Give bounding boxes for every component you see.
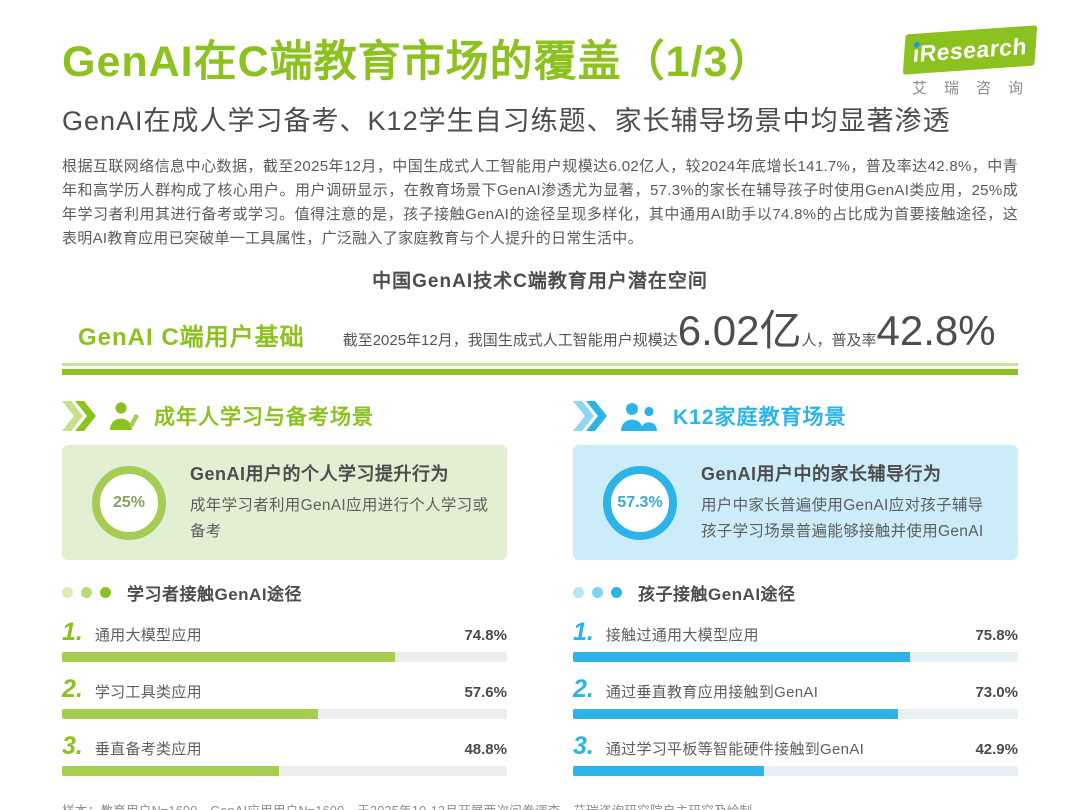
bar-row: 1. 接触过通用大模型应用 75.8% xyxy=(573,618,1018,663)
bar-track xyxy=(62,766,507,777)
bar-fill xyxy=(62,766,280,777)
section-chart-title: 中国GenAI技术C端教育用户潜在空间 xyxy=(372,271,708,293)
bullet-dot-icon xyxy=(81,587,92,599)
bar-row: 2. 通过垂直教育应用接触到GenAI 73.0% xyxy=(573,675,1018,720)
adult-panel-header: 成年人学习与备考场景 xyxy=(62,393,507,439)
rank-number: 2. xyxy=(573,675,594,704)
k12-stat-text: GenAI用户中的家长辅导行为 用户中家长普遍使用GenAI应对孩子辅导 孩子学… xyxy=(701,460,983,545)
double-chevron-icon xyxy=(573,401,607,432)
bar-fill xyxy=(573,709,898,720)
adult-percent-value: 25% xyxy=(112,493,146,511)
bar-label: 接触过通用大模型应用 xyxy=(605,627,759,645)
user-base-suffix: 人，普及率 xyxy=(801,332,877,350)
logo-brand-text: Research xyxy=(918,32,1029,67)
user-base-label: GenAI C端用户基础 xyxy=(78,324,305,352)
adult-learning-panel: 成年人学习与备考场景 25% GenAI用户的个人学习提升行为 成年学习者利用G… xyxy=(62,393,507,777)
iresearch-logo-mark: i Research xyxy=(902,25,1038,75)
adult-stat-text: GenAI用户的个人学习提升行为 成年学习者利用GenAI应用进行个人学习或备考 xyxy=(190,460,489,545)
bar-label: 学习工具类应用 xyxy=(94,684,202,702)
adult-stat-box: 25% GenAI用户的个人学习提升行为 成年学习者利用GenAI应用进行个人学… xyxy=(62,445,507,561)
adult-stat-desc: 成年学习者利用GenAI应用进行个人学习或备考 xyxy=(190,493,489,545)
rank-number: 2. xyxy=(62,675,83,704)
adult-stat-desc-line1: 成年学习者利用GenAI应用进行个人学习或备考 xyxy=(190,497,489,541)
bar-row: 3. 通过学习平板等智能硬件接触到GenAI 42.9% xyxy=(573,732,1018,777)
adult-list-header: 学习者接触GenAI途径 xyxy=(62,580,507,605)
bullet-dot-icon xyxy=(62,587,73,599)
rank-number: 1. xyxy=(62,618,83,647)
k12-stat-box: 57.3% GenAI用户中的家长辅导行为 用户中家长普遍使用GenAI应对孩子… xyxy=(573,445,1018,561)
adult-learner-icon xyxy=(110,402,139,431)
k12-family-panel: K12家庭教育场景 57.3% GenAI用户中的家长辅导行为 用户中家长普遍使… xyxy=(573,393,1018,777)
bar-value: 48.8% xyxy=(464,741,507,759)
rank-number: 3. xyxy=(62,732,83,761)
logo-chinese-name: 艾瑞咨询 xyxy=(911,80,1040,97)
k12-panel-header: K12家庭教育场景 xyxy=(573,393,1018,439)
adult-percent-circle: 25% xyxy=(92,465,166,540)
adult-list-title: 学习者接触GenAI途径 xyxy=(127,585,303,605)
bar-fill xyxy=(573,766,764,777)
bullet-dot-icon xyxy=(573,587,584,599)
bar-label: 通用大模型应用 xyxy=(94,627,202,645)
k12-panel-title: K12家庭教育场景 xyxy=(673,406,847,430)
bar-row: 2. 学习工具类应用 57.6% xyxy=(62,675,507,720)
bar-label: 垂直备考类应用 xyxy=(94,741,202,759)
rank-number: 3. xyxy=(573,732,594,761)
green-rule-thick xyxy=(62,369,1018,376)
page-subtitle: GenAI在成人学习备考、K12学生自习练题、家长辅导场景中均显著渗透 xyxy=(62,106,951,137)
k12-stat-title: GenAI用户中的家长辅导行为 xyxy=(701,464,942,485)
k12-stat-desc-line1: 用户中家长普遍使用GenAI应对孩子辅导 xyxy=(701,497,984,515)
bar-track xyxy=(573,766,1018,777)
bullet-dot-icon xyxy=(592,587,603,599)
bar-value: 74.8% xyxy=(464,627,507,645)
bar-value: 57.6% xyxy=(464,684,507,702)
bar-row: 1. 通用大模型应用 74.8% xyxy=(62,618,507,663)
k12-percent-value: 57.3% xyxy=(617,493,663,511)
bar-track xyxy=(62,709,507,720)
bar-value: 73.0% xyxy=(975,684,1018,702)
adult-panel-title: 成年人学习与备考场景 xyxy=(154,406,374,430)
bar-label: 通过垂直教育应用接触到GenAI xyxy=(605,684,819,702)
bar-fill xyxy=(62,709,319,720)
user-base-prefix: 截至2025年12月，我国生成式人工智能用户规模达 xyxy=(342,332,678,350)
iresearch-logo: i Research 艾瑞咨询 xyxy=(902,25,1040,98)
double-chevron-icon xyxy=(62,401,96,432)
bar-label: 通过学习平板等智能硬件接触到GenAI xyxy=(605,741,865,759)
bullet-dot-icon xyxy=(611,587,622,599)
k12-list-header: 孩子接触GenAI途径 xyxy=(573,580,1018,605)
k12-list-title: 孩子接触GenAI途径 xyxy=(638,585,796,605)
adult-stat-title: GenAI用户的个人学习提升行为 xyxy=(190,464,450,485)
bar-row: 3. 垂直备考类应用 48.8% xyxy=(62,732,507,777)
page-title: GenAI在C端教育市场的覆盖（1/3） xyxy=(62,38,773,86)
bar-track xyxy=(573,652,1018,663)
intro-paragraph: 根据互联网络信息中心数据，截至2025年12月，中国生成式人工智能用户规模达6.… xyxy=(62,158,1018,248)
user-count-value: 6.02亿 xyxy=(677,307,802,355)
bar-fill xyxy=(62,652,395,663)
k12-stat-desc-line2: 孩子学习场景普遍能够接触并使用GenAI xyxy=(701,523,984,541)
scenario-panels: 成年人学习与备考场景 25% GenAI用户的个人学习提升行为 成年学习者利用G… xyxy=(62,393,1018,777)
k12-percent-circle: 57.3% xyxy=(603,465,677,540)
user-base-sentence: 截至2025年12月，我国生成式人工智能用户规模达6.02亿人，普及率42.8% xyxy=(343,297,996,358)
green-rule-thin xyxy=(62,363,1018,367)
bullet-dot-icon xyxy=(100,587,111,599)
k12-stat-desc: 用户中家长普遍使用GenAI应对孩子辅导 孩子学习场景普遍能够接触并使用GenA… xyxy=(701,493,983,545)
user-base-row: GenAI C端用户基础 截至2025年12月，我国生成式人工智能用户规模达6.… xyxy=(62,297,1018,358)
bar-track xyxy=(573,709,1018,720)
bar-value: 42.9% xyxy=(975,741,1018,759)
bar-track xyxy=(62,652,507,663)
bar-value: 75.8% xyxy=(975,627,1018,645)
family-icon xyxy=(621,403,657,432)
penetration-rate-value: 42.8% xyxy=(876,307,996,355)
sample-note: 样本：教育用户N=1600，GenAI应用用户N=1600，于2025年10-1… xyxy=(62,800,1018,810)
rank-number: 1. xyxy=(573,618,594,647)
bar-fill xyxy=(573,652,911,663)
